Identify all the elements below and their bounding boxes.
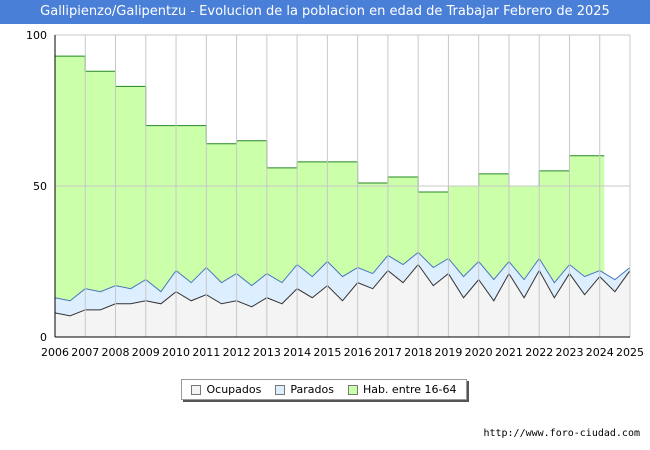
legend-swatch-hab <box>347 384 358 395</box>
area-hab-entre-16-64 <box>55 56 605 337</box>
x-tick-label-2012: 2012 <box>223 346 251 359</box>
series-line-ocupados <box>54 263 631 317</box>
legend-item-parados: Parados <box>275 383 334 396</box>
x-tick-label-2010: 2010 <box>162 346 190 359</box>
x-tick-label-2006: 2006 <box>41 346 69 359</box>
x-tick-label-2018: 2018 <box>404 346 432 359</box>
x-tick-label-2016: 2016 <box>344 346 372 359</box>
x-tick-label-2021: 2021 <box>495 346 523 359</box>
legend-item-hab: Hab. entre 16-64 <box>347 383 457 396</box>
y-tick-label-100: 100 <box>26 29 47 42</box>
legend: Ocupados Parados Hab. entre 16-64 <box>181 379 467 400</box>
y-tick-label-50: 50 <box>33 180 47 193</box>
legend-swatch-ocupados <box>191 384 202 395</box>
legend-item-ocupados: Ocupados <box>191 383 261 396</box>
chart-title: Gallipienzo/Galipentzu - Evolucion de la… <box>0 0 650 24</box>
x-tick-label-2008: 2008 <box>102 346 130 359</box>
x-tick-label-2020: 2020 <box>465 346 493 359</box>
x-tick-label-2023: 2023 <box>555 346 583 359</box>
x-tick-label-2022: 2022 <box>525 346 553 359</box>
legend-swatch-parados <box>275 384 286 395</box>
y-tick-label-0: 0 <box>40 331 47 344</box>
x-tick-label-2015: 2015 <box>313 346 341 359</box>
x-tick-label-2014: 2014 <box>283 346 311 359</box>
x-tick-label-2013: 2013 <box>253 346 281 359</box>
x-tick-label-2024: 2024 <box>586 346 614 359</box>
x-tick-label-2025: 2025 <box>616 346 644 359</box>
legend-label-parados: Parados <box>290 383 334 396</box>
x-tick-label-2019: 2019 <box>434 346 462 359</box>
legend-label-hab: Hab. entre 16-64 <box>362 383 457 396</box>
x-tick-label-2007: 2007 <box>71 346 99 359</box>
x-tick-label-2017: 2017 <box>374 346 402 359</box>
legend-label-ocupados: Ocupados <box>206 383 262 396</box>
x-tick-label-2011: 2011 <box>192 346 220 359</box>
footer-url[interactable]: http://www.foro-ciudad.com <box>483 428 640 439</box>
x-tick-label-2009: 2009 <box>132 346 160 359</box>
series-line-parados <box>54 251 631 302</box>
